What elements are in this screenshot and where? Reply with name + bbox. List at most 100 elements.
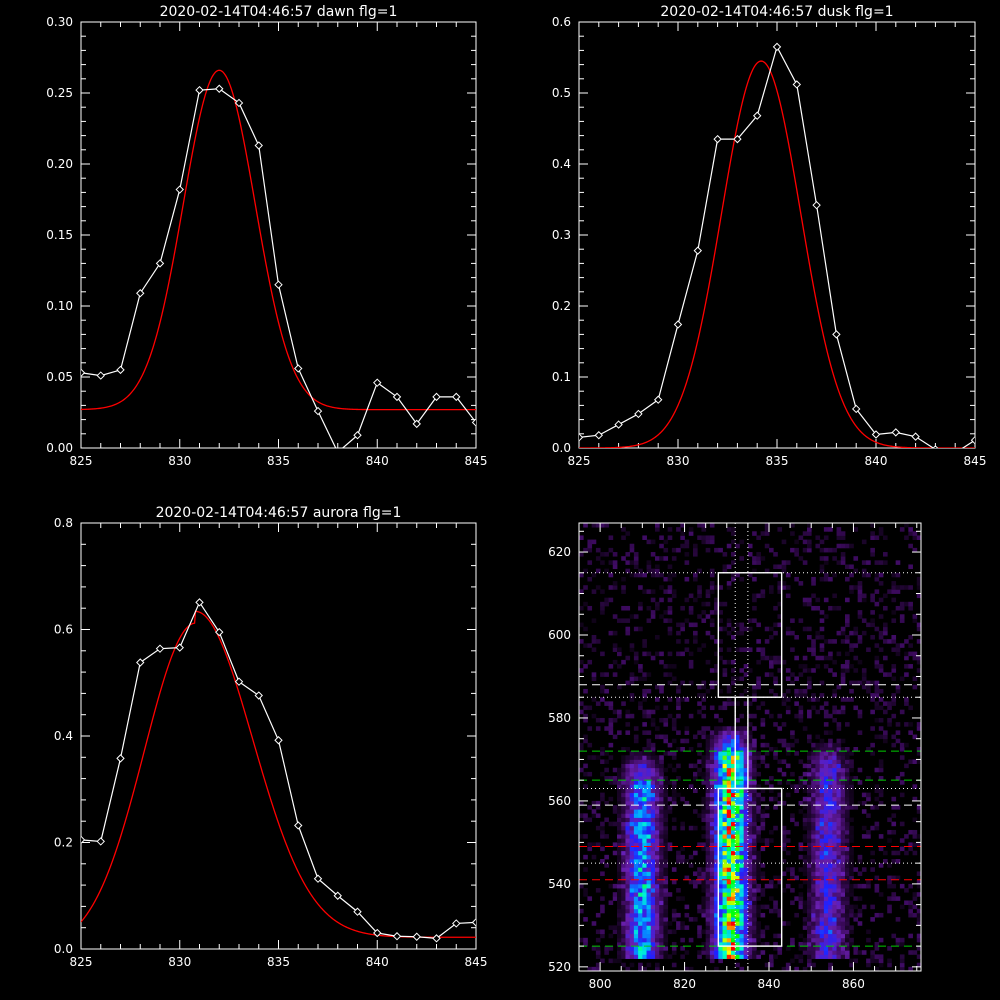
y-tick-label: 0.6 bbox=[54, 623, 73, 637]
heatmap-cell bbox=[815, 838, 821, 843]
heatmap-cell bbox=[579, 589, 584, 594]
heatmap-cell bbox=[684, 543, 690, 549]
heatmap-cell bbox=[621, 892, 626, 897]
heatmap-cell bbox=[747, 946, 753, 951]
heatmap-cell bbox=[722, 871, 728, 876]
heatmap-cell bbox=[646, 900, 652, 906]
heatmap-cell bbox=[680, 825, 685, 831]
heatmap-cell bbox=[676, 697, 681, 702]
heatmap-cell bbox=[650, 950, 656, 955]
heatmap-cell bbox=[659, 821, 664, 827]
heatmap-cell bbox=[807, 776, 812, 781]
heatmap-cell bbox=[739, 788, 745, 794]
heatmap-cell bbox=[828, 829, 833, 835]
heatmap-cell bbox=[650, 946, 656, 951]
heatmap-cell bbox=[819, 680, 825, 686]
heatmap-cell bbox=[828, 892, 833, 897]
heatmap-cell bbox=[752, 788, 757, 794]
heatmap-cell bbox=[773, 630, 778, 636]
heatmap-cell bbox=[845, 871, 850, 876]
heatmap-cell bbox=[735, 776, 740, 781]
heatmap-cell bbox=[655, 896, 660, 901]
heatmap-cell bbox=[739, 630, 745, 636]
heatmap-cell bbox=[731, 726, 736, 731]
heatmap-cell bbox=[676, 912, 681, 918]
data-point-marker bbox=[851, 404, 861, 414]
heatmap-cell bbox=[659, 688, 664, 694]
heatmap-cell bbox=[849, 937, 854, 943]
heatmap-cell bbox=[600, 688, 605, 694]
heatmap-cell bbox=[701, 867, 707, 872]
heatmap-cell bbox=[617, 850, 622, 856]
heatmap-cell bbox=[861, 597, 867, 603]
heatmap-cell bbox=[701, 610, 707, 615]
heatmap-cell bbox=[798, 883, 804, 889]
heatmap-cell bbox=[887, 962, 892, 968]
heatmap-cell bbox=[718, 688, 723, 694]
heatmap-cell bbox=[752, 747, 757, 752]
heatmap-cell bbox=[760, 892, 766, 897]
heatmap-cell bbox=[832, 800, 837, 806]
heatmap-cell bbox=[747, 742, 753, 748]
heatmap-cell bbox=[688, 593, 694, 599]
heatmap-cell bbox=[633, 917, 639, 922]
heatmap-cell bbox=[617, 925, 622, 930]
heatmap-cell bbox=[625, 755, 631, 760]
heatmap-cell bbox=[633, 900, 639, 906]
heatmap-cell bbox=[836, 937, 842, 943]
heatmap-cell bbox=[773, 900, 778, 906]
heatmap-cell bbox=[659, 838, 664, 843]
heatmap-cell bbox=[845, 937, 850, 943]
heatmap-cell bbox=[887, 639, 892, 644]
heatmap-cell bbox=[845, 900, 850, 906]
heatmap-cell bbox=[714, 875, 719, 881]
heatmap-cell bbox=[633, 892, 639, 897]
heatmap-cell bbox=[693, 776, 698, 781]
heatmap-cell bbox=[714, 776, 719, 781]
heatmap-cell bbox=[659, 717, 664, 723]
heatmap-cell bbox=[823, 771, 829, 777]
heatmap-cell bbox=[739, 883, 745, 889]
heatmap-cell bbox=[836, 560, 842, 565]
heatmap-cell bbox=[747, 954, 753, 959]
heatmap-cell bbox=[718, 879, 723, 885]
data-point-marker bbox=[136, 658, 145, 667]
heatmap-cell bbox=[874, 576, 880, 582]
heatmap-cell bbox=[583, 784, 588, 789]
heatmap-cell bbox=[655, 879, 660, 885]
heatmap-cell bbox=[785, 626, 791, 632]
heatmap-cell bbox=[617, 784, 622, 789]
heatmap-cell bbox=[853, 946, 859, 951]
heatmap-cell bbox=[802, 925, 808, 930]
heatmap-cell bbox=[883, 672, 888, 677]
heatmap-cell bbox=[591, 813, 597, 818]
heatmap-cell bbox=[899, 941, 905, 947]
heatmap-cell bbox=[726, 933, 732, 939]
heatmap-cell bbox=[617, 776, 622, 781]
heatmap-cell bbox=[899, 954, 905, 959]
heatmap-cell bbox=[823, 829, 829, 835]
heatmap-cell bbox=[655, 784, 660, 789]
heatmap-cell bbox=[680, 697, 685, 702]
heatmap-cell bbox=[815, 734, 821, 740]
heatmap-cell bbox=[625, 792, 631, 798]
heatmap-cell bbox=[743, 834, 749, 839]
heatmap-cell bbox=[747, 800, 753, 806]
heatmap-cell bbox=[735, 838, 740, 843]
heatmap-cell bbox=[600, 751, 605, 756]
heatmap-cell bbox=[718, 875, 723, 881]
heatmap-cell bbox=[709, 950, 715, 955]
heatmap-cell bbox=[642, 651, 647, 657]
heatmap-cell bbox=[878, 705, 884, 711]
heatmap-cell bbox=[655, 651, 660, 657]
heatmap-cell bbox=[629, 883, 635, 889]
heatmap-cell bbox=[840, 751, 846, 756]
heatmap-cell bbox=[642, 821, 647, 827]
heatmap-cell bbox=[836, 751, 842, 756]
heatmap-cell bbox=[836, 921, 842, 926]
heatmap-cell bbox=[714, 937, 719, 943]
heatmap-cell bbox=[747, 879, 753, 885]
heatmap-cell bbox=[743, 854, 749, 860]
heatmap-cell bbox=[629, 863, 635, 868]
heatmap-cell bbox=[646, 937, 652, 943]
